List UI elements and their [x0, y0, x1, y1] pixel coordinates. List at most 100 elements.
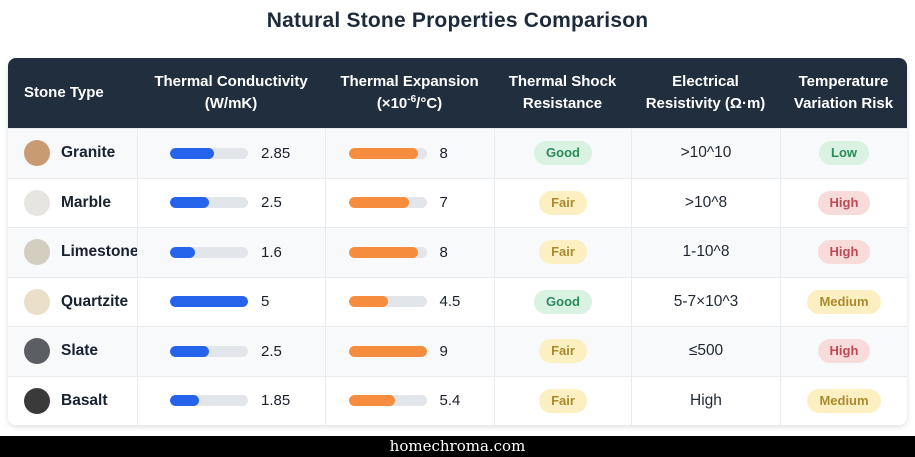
- resistivity-cell: >10^8: [631, 178, 780, 227]
- conductivity-bar: [170, 395, 248, 407]
- conductivity-bar: [170, 345, 248, 357]
- stone-color-swatch: [24, 189, 50, 216]
- conductivity-cell: 1.6: [137, 228, 325, 277]
- risk-cell: High: [780, 327, 907, 376]
- column-header-thermal-shock: Thermal Shock Resistance: [494, 58, 631, 128]
- conductivity-cell: 2.85: [137, 129, 325, 178]
- conductivity-cell: 2.5: [137, 178, 325, 227]
- table-row: Basalt 1.85 5.4 Fair High Medium: [8, 375, 907, 425]
- column-header-label: Thermal Expansion: [340, 73, 479, 91]
- stone-name: Marble: [61, 193, 111, 211]
- table-row: Quartzite 5 4.5 Good 5-7×10^3 Medium: [8, 276, 907, 327]
- shock-cell: Fair: [494, 228, 631, 277]
- page-title: Natural Stone Properties Comparison: [266, 9, 649, 32]
- expansion-bar: [348, 296, 427, 308]
- conductivity-cell: 5: [137, 277, 325, 326]
- column-header-thermal-expansion: Thermal Expansion (×10-6/°C): [325, 58, 494, 128]
- column-header-label: Thermal Conductivity: [154, 73, 308, 91]
- stone-cell: Granite: [8, 129, 137, 178]
- column-header-label: Variation Risk: [793, 95, 894, 112]
- stone-cell: Limestone: [8, 228, 137, 277]
- shock-resistance-badge: Fair: [539, 339, 587, 364]
- expansion-bar: [348, 246, 427, 258]
- column-header-label: Temperature: [798, 73, 889, 91]
- expansion-bar-fill: [348, 395, 396, 407]
- table-row: Marble 2.5 7 Fair >10^8 High: [8, 177, 907, 227]
- stone-color-swatch: [24, 239, 50, 266]
- stone-cell: Quartzite: [8, 278, 137, 327]
- column-header-label: Electrical: [672, 73, 739, 91]
- expansion-bar-fill: [348, 246, 418, 258]
- expansion-cell: 8: [325, 129, 494, 178]
- comparison-table: Stone Type Thermal Conductivity (W/mK) T…: [8, 58, 907, 425]
- shock-cell: Good: [494, 277, 631, 326]
- expansion-bar: [348, 197, 427, 209]
- conductivity-bar: [170, 147, 248, 159]
- stone-name: Basalt: [61, 391, 108, 409]
- column-header-electrical-resistivity: Electrical Resistivity (Ω·m): [631, 58, 780, 128]
- resistivity-cell: 1-10^8: [631, 228, 780, 277]
- shock-resistance-badge: Good: [534, 289, 592, 314]
- resistivity-cell: ≤500: [631, 327, 780, 376]
- column-header-label: Resistivity (Ω·m): [645, 95, 766, 112]
- conductivity-bar: [170, 197, 248, 209]
- expansion-value: 5.4: [439, 392, 461, 410]
- resistivity-value: High: [690, 391, 722, 409]
- expansion-value: 8: [439, 144, 448, 162]
- expansion-value: 8: [439, 243, 448, 261]
- expansion-cell: 5.4: [325, 376, 494, 425]
- column-header-temperature-risk: Temperature Variation Risk: [780, 58, 907, 128]
- conductivity-value: 2.85: [261, 144, 291, 162]
- table-header-row: Stone Type Thermal Conductivity (W/mK) T…: [8, 58, 907, 128]
- shock-cell: Fair: [494, 376, 631, 425]
- expansion-cell: 7: [325, 178, 494, 227]
- expansion-bar-fill: [348, 296, 388, 308]
- shock-cell: Fair: [494, 178, 631, 227]
- table-row: Limestone 1.6 8 Fair 1-10^8 High: [8, 227, 907, 277]
- stone-name: Limestone: [61, 243, 137, 261]
- expansion-bar: [348, 395, 427, 407]
- risk-cell: High: [780, 228, 907, 277]
- resistivity-cell: >10^10: [631, 129, 780, 178]
- shock-resistance-badge: Fair: [539, 190, 587, 215]
- risk-cell: High: [780, 178, 907, 227]
- risk-cell: Low: [780, 129, 907, 178]
- expansion-cell: 9: [325, 327, 494, 376]
- conductivity-bar: [170, 246, 248, 258]
- shock-resistance-badge: Good: [534, 141, 592, 166]
- conductivity-cell: 1.85: [137, 376, 325, 425]
- stone-name: Slate: [61, 342, 99, 360]
- shock-resistance-badge: Fair: [539, 388, 587, 413]
- expansion-value: 4.5: [439, 293, 461, 311]
- expansion-value: 9: [439, 342, 448, 360]
- conductivity-bar-fill: [170, 246, 195, 258]
- stone-color-swatch: [24, 288, 50, 315]
- stone-color-swatch: [24, 338, 50, 365]
- conductivity-value: 1.85: [261, 392, 291, 410]
- expansion-bar-fill: [348, 345, 427, 357]
- conductivity-cell: 2.5: [137, 327, 325, 376]
- shock-cell: Good: [494, 129, 631, 178]
- stone-color-swatch: [24, 387, 50, 414]
- expansion-bar: [348, 345, 427, 357]
- conductivity-bar-fill: [170, 296, 248, 308]
- variation-risk-badge: Medium: [807, 289, 881, 314]
- conductivity-bar-fill: [170, 147, 215, 159]
- risk-cell: Medium: [780, 376, 907, 425]
- conductivity-value: 5: [261, 293, 270, 311]
- column-header-label: Thermal Shock: [508, 73, 617, 91]
- footer-site-text: homechroma.com: [389, 437, 526, 455]
- expansion-value: 7: [439, 194, 448, 212]
- stone-name: Granite: [61, 144, 116, 162]
- variation-risk-badge: Low: [819, 141, 869, 166]
- footer-bar: homechroma.com: [0, 436, 915, 457]
- shock-resistance-badge: Fair: [539, 240, 587, 265]
- expansion-cell: 8: [325, 228, 494, 277]
- expansion-bar: [348, 147, 427, 159]
- conductivity-bar-fill: [170, 345, 209, 357]
- variation-risk-badge: High: [817, 339, 871, 364]
- resistivity-value: 1-10^8: [682, 243, 730, 261]
- conductivity-bar-fill: [170, 197, 209, 209]
- conductivity-bar-fill: [170, 395, 199, 407]
- variation-risk-badge: High: [817, 240, 871, 265]
